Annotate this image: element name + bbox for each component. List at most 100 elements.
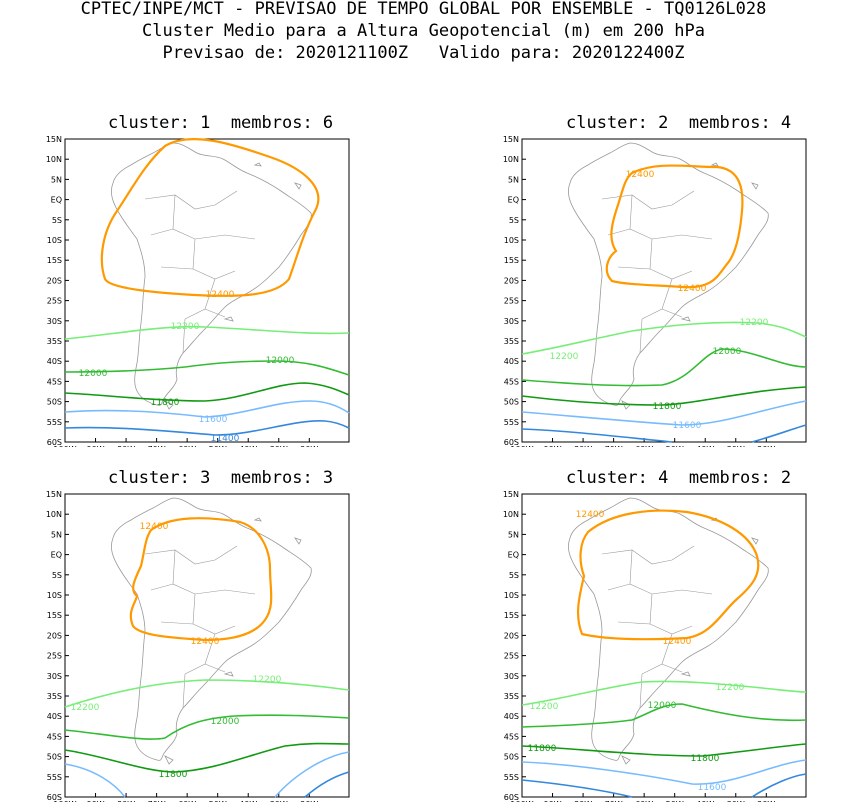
lon-tick-label: 60W xyxy=(178,445,196,447)
label-11600: 11600 xyxy=(698,783,727,793)
lat-tick-label: 45S xyxy=(47,377,62,386)
lat-tick-label: 50S xyxy=(47,398,62,407)
lat-tick-label: 15S xyxy=(504,611,519,620)
contour-12400 xyxy=(100,138,320,297)
label-12000: 12000 xyxy=(211,717,240,727)
lat-tick-label: 25S xyxy=(47,297,62,306)
contour-11400 xyxy=(521,424,807,443)
lat-tick-label: 55S xyxy=(504,773,519,782)
lat-tick-label: EQ xyxy=(51,196,62,205)
lon-tick-label: 60W xyxy=(178,800,196,802)
lon-tick-label: 20W xyxy=(300,445,318,447)
lat-tick-label: 30S xyxy=(504,672,519,681)
map-panel-4: 15N 10N 5N EQ 5S 10S 15S 20S 25S 30S 35S 40S 45S 50S 5… xyxy=(503,490,807,802)
south-america-coastline xyxy=(568,497,769,765)
lon-tick-label: 90W xyxy=(543,445,561,447)
label-12400-bottom: 12400 xyxy=(663,637,692,647)
label-11800-right: 11800 xyxy=(691,754,720,764)
lat-tick-label: 40S xyxy=(47,357,62,366)
contour-11800 xyxy=(64,742,350,773)
lon-tick-label: 70W xyxy=(605,445,623,447)
lon-tick-label: 60W xyxy=(635,800,653,802)
contour-11800 xyxy=(521,386,807,406)
contour-12000 xyxy=(64,714,350,740)
label-12200-right: 12200 xyxy=(253,675,282,685)
south-america-coastline xyxy=(111,142,312,410)
lon-tick-label: 20W xyxy=(300,800,318,802)
south-america-coastline xyxy=(111,497,312,765)
label-11800-left: 11800 xyxy=(528,744,557,754)
lon-tick-label: 70W xyxy=(148,800,166,802)
lon-tick-label: 80W xyxy=(117,445,135,447)
lon-tick-label: 100W xyxy=(510,445,533,447)
lat-tick-label: 60S xyxy=(47,793,62,802)
lat-tick-label: 5S xyxy=(52,571,62,580)
contour-11800 xyxy=(64,382,350,402)
lat-tick-label: 55S xyxy=(504,418,519,427)
lon-tick-label: 100W xyxy=(510,800,533,802)
lon-tick-label: 20W xyxy=(757,445,775,447)
lon-tick-label: 100W xyxy=(53,445,76,447)
panel-1-title: cluster: 1 membros: 6 xyxy=(108,113,334,133)
lon-tick-label: 40W xyxy=(239,445,257,447)
lat-tick-label: 15S xyxy=(47,611,62,620)
lat-tick-label: 45S xyxy=(504,377,519,386)
label-12000-right: 12000 xyxy=(266,356,295,366)
lat-tick-label: 50S xyxy=(504,753,519,762)
lat-tick-label: 45S xyxy=(504,732,519,741)
label-12200-left: 12200 xyxy=(71,703,100,713)
lon-tick-label: 40W xyxy=(696,445,714,447)
lon-tick-label: 90W xyxy=(543,800,561,802)
label-12400-bottom: 12400 xyxy=(678,284,707,294)
label-12400-top: 12400 xyxy=(626,170,655,180)
lon-tick-label: 80W xyxy=(574,445,592,447)
lon-tick-label: 40W xyxy=(696,800,714,802)
label-11400: 11400 xyxy=(211,434,240,444)
contour-12200 xyxy=(521,680,807,706)
lat-tick-label: 20S xyxy=(47,276,62,285)
panel-3-title: cluster: 3 membros: 3 xyxy=(108,468,334,488)
lon-tick-label: 80W xyxy=(117,800,135,802)
lon-tick-label: 70W xyxy=(605,800,623,802)
lat-tick-label: 10S xyxy=(504,236,519,245)
lat-tick-label: 40S xyxy=(504,357,519,366)
map-frame: 15N 10N 5N EQ 5S 10S 15S 20S 25S 30S 35S 40S 45S 50S 5… xyxy=(46,135,350,447)
label-12000: 12000 xyxy=(648,701,677,711)
label-12400-bottom: 12400 xyxy=(191,637,220,647)
contour-12000 xyxy=(521,348,807,387)
lon-tick-label: 30W xyxy=(270,445,288,447)
contour-12400 xyxy=(605,164,744,289)
lat-tick-label: 20S xyxy=(504,631,519,640)
lon-tick-label: 50W xyxy=(666,445,684,447)
label-12400-top: 12400 xyxy=(576,510,605,520)
lat-tick-label: 30S xyxy=(504,317,519,326)
lat-tick-label: 40S xyxy=(504,712,519,721)
lat-tick-label: 60S xyxy=(504,438,519,447)
lon-tick-label: 30W xyxy=(727,800,745,802)
label-12200-right: 12200 xyxy=(716,683,745,693)
map-panel-2: 15N 10N 5N EQ 5S 10S 15S 20S 25S 30S 35S 40S 45S 50S 5… xyxy=(503,135,807,447)
lat-tick-label: EQ xyxy=(508,551,519,560)
lat-tick-label: 55S xyxy=(47,773,62,782)
lat-tick-label: 5N xyxy=(508,175,519,184)
lon-tick-label: 40W xyxy=(239,800,257,802)
lat-tick-label: 5N xyxy=(51,530,62,539)
contour-11800 xyxy=(521,743,807,757)
label-12200: 12200 xyxy=(171,322,200,332)
lat-tick-label: 10N xyxy=(503,510,519,519)
label-12400-top: 12400 xyxy=(140,522,169,532)
lat-tick-label: 60S xyxy=(504,793,519,802)
country-borders xyxy=(144,545,256,709)
lat-tick-label: 40S xyxy=(47,712,62,721)
contour-11400 xyxy=(64,420,350,436)
label-12200-right: 12200 xyxy=(740,318,769,328)
lat-tick-label: 5N xyxy=(51,175,62,184)
lat-tick-label: 20S xyxy=(504,276,519,285)
panel-4-title: cluster: 4 membros: 2 xyxy=(566,468,792,488)
lat-tick-label: 10N xyxy=(46,155,62,164)
lat-tick-label: EQ xyxy=(508,196,519,205)
label-11600: 11600 xyxy=(673,421,702,431)
lon-tick-label: 50W xyxy=(209,445,227,447)
forecast-dates: Previsao de: 2020121100Z Valido para: 20… xyxy=(162,43,685,63)
lon-tick-label: 80W xyxy=(574,800,592,802)
